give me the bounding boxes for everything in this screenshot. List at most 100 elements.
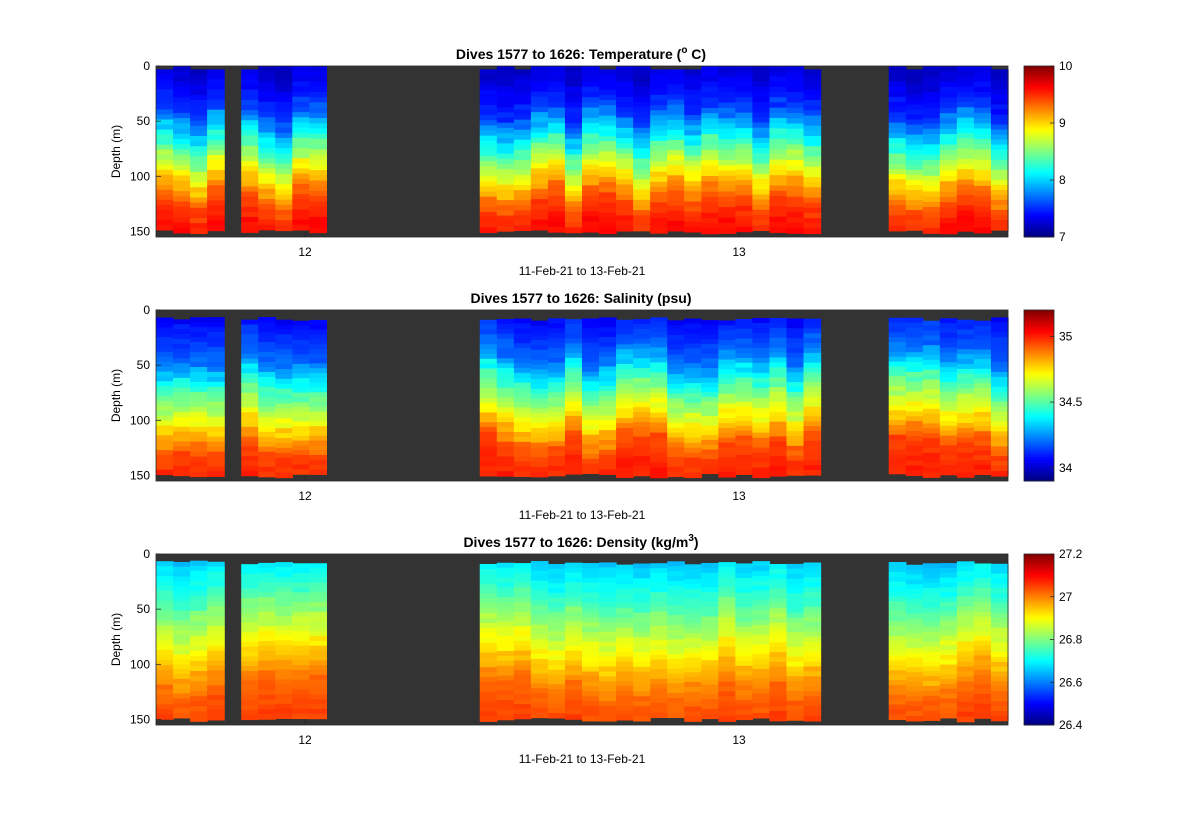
heatmap-cell	[564, 631, 583, 637]
heatmap-cell	[275, 112, 293, 118]
heatmap-cell	[650, 187, 668, 193]
heatmap-cell	[922, 160, 941, 166]
heatmap-cell	[650, 693, 668, 699]
heatmap-cell	[530, 209, 549, 216]
heatmap-cell	[752, 179, 771, 185]
heatmap-cell	[564, 154, 583, 161]
heatmap-cell	[547, 406, 566, 413]
heatmap-cell	[479, 573, 498, 580]
heatmap-cell	[667, 354, 685, 360]
heatmap-cell	[684, 150, 702, 157]
heatmap-cell	[650, 146, 668, 152]
heatmap-cell	[582, 405, 600, 412]
heatmap-cell	[633, 348, 651, 354]
colorbar-swatch	[1024, 631, 1054, 635]
heatmap-cell	[684, 69, 702, 75]
heatmap-cell	[667, 104, 685, 111]
heatmap-cell	[309, 636, 327, 642]
heatmap-cell	[633, 153, 651, 160]
heatmap-cell	[513, 670, 532, 676]
heatmap-cell	[684, 564, 702, 570]
heatmap-cell	[939, 712, 958, 719]
heatmap-cell	[667, 339, 685, 346]
heatmap-cell	[701, 454, 719, 460]
heatmap-cell	[496, 189, 515, 196]
heatmap-cell	[684, 593, 702, 600]
heatmap-cell	[735, 133, 753, 140]
heatmap-cell	[973, 416, 992, 423]
heatmap-cell	[156, 450, 174, 456]
heatmap-cell	[599, 192, 617, 199]
heatmap-cell	[173, 708, 191, 714]
heatmap-cell	[547, 195, 566, 202]
heatmap-cell	[803, 592, 822, 598]
heatmap-cell	[616, 220, 634, 227]
heatmap-cell	[292, 645, 310, 652]
heatmap-cell	[564, 367, 583, 373]
heatmap-cell	[667, 427, 685, 434]
colorbar-tick-label: 26.8	[1059, 633, 1083, 647]
heatmap-cell	[190, 218, 208, 224]
heatmap-plot	[155, 309, 1009, 482]
heatmap-cell	[530, 106, 549, 113]
heatmap-cell	[530, 137, 549, 144]
heatmap-cell	[190, 436, 208, 443]
heatmap-cell	[258, 650, 276, 657]
heatmap-cell	[684, 125, 702, 131]
heatmap-cell	[939, 207, 958, 214]
heatmap-cell	[156, 699, 174, 705]
heatmap-cell	[667, 383, 685, 390]
heatmap-cell	[735, 226, 753, 233]
heatmap-cell	[547, 81, 566, 88]
heatmap-cell	[684, 412, 702, 419]
heatmap-cell	[156, 689, 174, 696]
heatmap-cell	[905, 421, 924, 427]
heatmap-cell	[684, 216, 702, 223]
heatmap-cell	[190, 223, 208, 229]
heatmap-cell	[718, 139, 736, 146]
heatmap-cell	[530, 354, 549, 361]
heatmap-cell	[599, 346, 617, 353]
heatmap-cell	[207, 416, 225, 423]
heatmap-cell	[616, 671, 634, 677]
heatmap-cell	[956, 148, 975, 155]
heatmap-cell	[922, 76, 941, 83]
heatmap-cell	[701, 377, 719, 384]
heatmap-cell	[888, 220, 907, 227]
heatmap-cell	[973, 92, 992, 98]
heatmap-cell	[173, 561, 191, 568]
heatmap-cell	[905, 681, 924, 688]
heatmap-cell	[479, 222, 498, 228]
heatmap-cell	[650, 457, 668, 464]
heatmap-cell	[667, 150, 685, 156]
colorbar-swatch	[1024, 226, 1054, 230]
heatmap-cell	[786, 387, 805, 393]
heatmap-cell	[616, 153, 634, 160]
heatmap-cell	[292, 204, 310, 211]
heatmap-cell	[173, 678, 191, 685]
heatmap-cell	[513, 461, 532, 468]
heatmap-cell	[735, 602, 753, 608]
heatmap-cell	[769, 564, 788, 570]
heatmap-cell	[156, 351, 174, 358]
heatmap-cell	[173, 712, 191, 719]
heatmap-cell	[803, 577, 822, 583]
heatmap-cell	[513, 694, 532, 700]
heatmap-cell	[156, 84, 174, 90]
heatmap-cell	[496, 417, 515, 423]
heatmap-plot	[155, 65, 1009, 238]
heatmap-cell	[684, 383, 702, 389]
profile-column	[479, 563, 498, 722]
heatmap-cell	[582, 681, 600, 687]
colorbar-swatch	[1024, 472, 1054, 477]
colorbar-swatch	[1024, 312, 1054, 316]
heatmap-cell	[718, 616, 736, 623]
heatmap-cell	[258, 592, 276, 598]
heatmap-cell	[769, 149, 788, 155]
heatmap-cell	[616, 413, 634, 419]
heatmap-cell	[905, 623, 924, 629]
heatmap-cell	[939, 693, 958, 700]
heatmap-cell	[275, 669, 293, 676]
heatmap-cell	[496, 102, 515, 108]
heatmap-cell	[701, 102, 719, 109]
